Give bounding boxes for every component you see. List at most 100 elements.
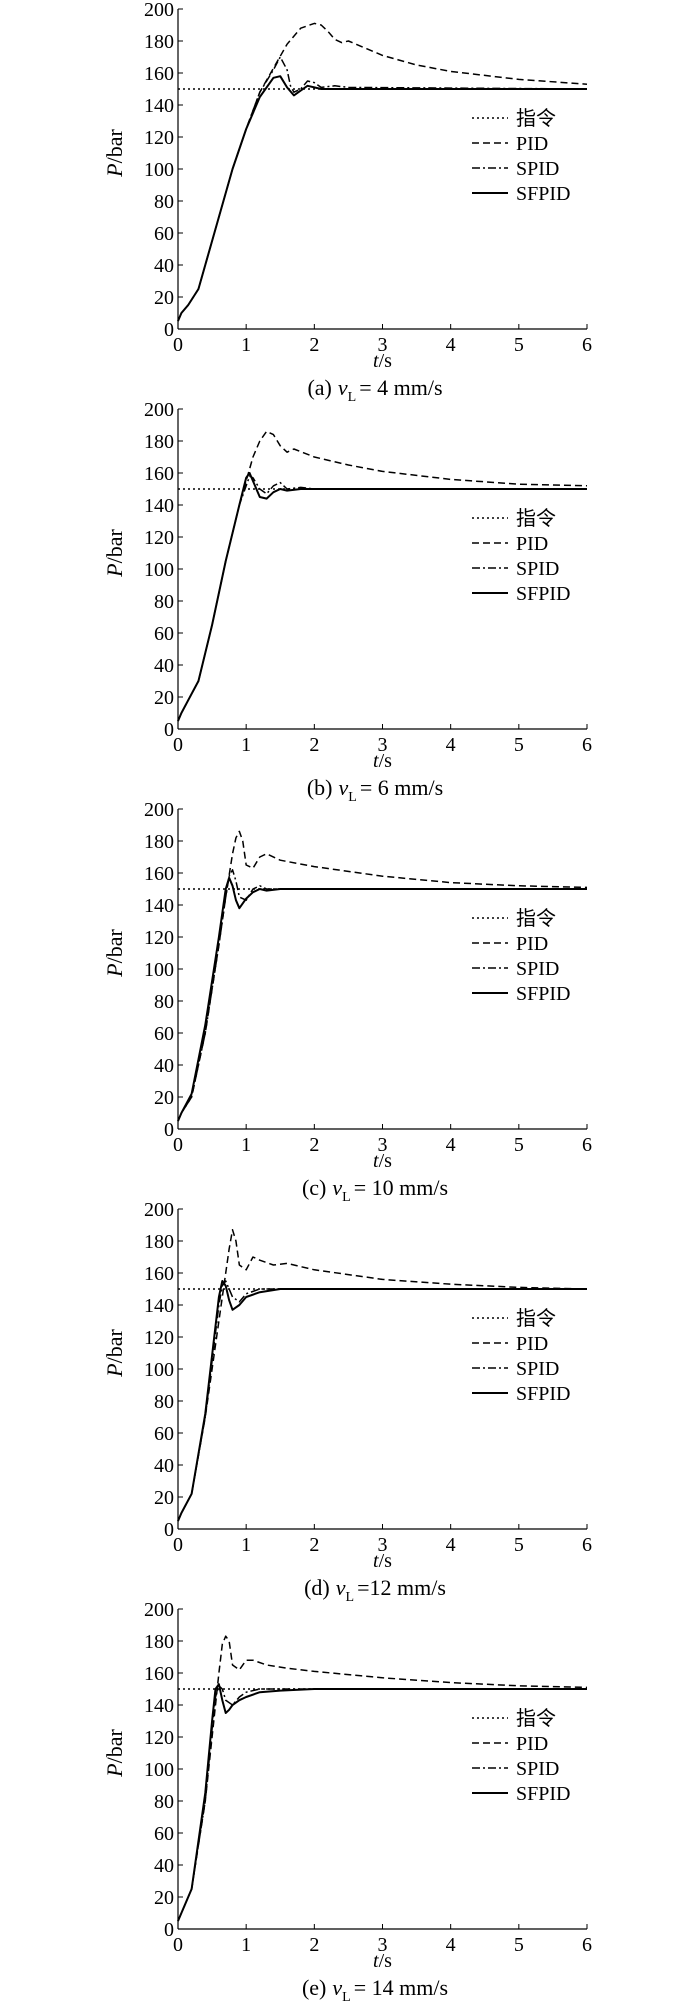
caption-value: = 4 mm/s bbox=[359, 375, 442, 400]
y-tick-label: 80 bbox=[154, 191, 174, 213]
y-tick-label: 60 bbox=[154, 1423, 174, 1445]
y-tick-label: 160 bbox=[144, 63, 174, 85]
x-tick-label: 1 bbox=[241, 734, 251, 756]
legend-label: SPID bbox=[516, 1758, 559, 1780]
x-tick-label: 1 bbox=[241, 1534, 251, 1556]
y-axis-label-var: P bbox=[102, 963, 127, 977]
legend-label: 指令 bbox=[516, 1307, 556, 1330]
y-tick-label: 60 bbox=[154, 223, 174, 245]
series-line-sfpid bbox=[177, 1280, 587, 1522]
y-axis-label-var: P bbox=[102, 1363, 127, 1377]
x-axis-label-unit: /s bbox=[379, 1150, 393, 1172]
y-tick-label: 80 bbox=[154, 1391, 174, 1413]
y-tick-label: 160 bbox=[144, 863, 174, 885]
caption-var: v bbox=[332, 1975, 342, 2000]
chart-panel-a: 0 20 40 60 80 100 120 140 160 180 200 0 1 2 3 4 5 6 t/s P/b… bbox=[102, 0, 592, 405]
caption-value: = 14 mm/s bbox=[354, 1975, 448, 2000]
y-tick-label: 120 bbox=[144, 1327, 174, 1349]
x-axis-label: t/s bbox=[373, 1950, 392, 1972]
x-axis-label-var: t bbox=[373, 1550, 379, 1572]
series-line-sfpid bbox=[177, 75, 587, 322]
y-axis-label-unit: /bar bbox=[102, 1328, 127, 1363]
legend-label: SPID bbox=[516, 1358, 559, 1380]
x-axis-label-unit: /s bbox=[379, 350, 393, 372]
y-tick-label: 80 bbox=[154, 991, 174, 1013]
y-tick-label: 60 bbox=[154, 623, 174, 645]
caption-letter: (c) bbox=[302, 1175, 326, 1200]
legend-label: SPID bbox=[516, 958, 559, 980]
y-tick-label: 120 bbox=[144, 527, 174, 549]
series-line-pid bbox=[177, 22, 588, 322]
y-axis-label: P/bar bbox=[102, 1728, 127, 1777]
legend-label: SFPID bbox=[516, 183, 570, 205]
y-tick-label: 60 bbox=[154, 1823, 174, 1845]
x-tick-label: 0 bbox=[173, 1534, 183, 1556]
y-axis-label-unit: /bar bbox=[102, 928, 127, 963]
x-axis-label: t/s bbox=[373, 1550, 392, 1572]
y-axis-label: P/bar bbox=[102, 928, 127, 977]
caption-subscript: L bbox=[342, 1990, 351, 2005]
x-tick-label: 6 bbox=[582, 734, 592, 756]
x-tick-label: 4 bbox=[446, 1134, 456, 1156]
chart-panel-c: 0 20 40 60 80 100 120 140 160 180 200 0 1 2 3 4 5 6 t/s P/b… bbox=[102, 799, 592, 1205]
y-tick-label: 100 bbox=[144, 1759, 174, 1781]
y-tick-label: 180 bbox=[144, 1231, 174, 1253]
x-tick-label: 5 bbox=[514, 1534, 524, 1556]
chart-panel-d: 0 20 40 60 80 100 120 140 160 180 200 0 1 2 3 4 5 6 t/s P/b… bbox=[102, 1199, 592, 1605]
legend-label: SPID bbox=[516, 558, 559, 580]
y-tick-label: 160 bbox=[144, 463, 174, 485]
y-axis-label-unit: /bar bbox=[102, 128, 127, 163]
x-tick-label: 2 bbox=[309, 1534, 319, 1556]
x-tick-label: 5 bbox=[514, 1934, 524, 1956]
caption-letter: (e) bbox=[302, 1975, 326, 2000]
y-tick-label: 20 bbox=[154, 1887, 174, 1909]
x-axis-label-var: t bbox=[373, 1150, 379, 1172]
panel-caption: (c) vL = 10 mm/s bbox=[302, 1175, 448, 1205]
y-tick-label: 40 bbox=[154, 1855, 174, 1877]
y-tick-label: 200 bbox=[144, 799, 174, 821]
x-tick-label: 6 bbox=[582, 1934, 592, 1956]
x-axis-label-unit: /s bbox=[379, 1550, 393, 1572]
y-tick-label: 0 bbox=[164, 1119, 174, 1141]
series-line-spid bbox=[177, 869, 587, 1122]
y-tick-label: 100 bbox=[144, 559, 174, 581]
x-tick-label: 0 bbox=[173, 1934, 183, 1956]
y-tick-label: 140 bbox=[144, 895, 174, 917]
x-axis-label-unit: /s bbox=[379, 1950, 393, 1972]
y-tick-label: 0 bbox=[164, 319, 174, 341]
y-tick-label: 20 bbox=[154, 1487, 174, 1509]
x-axis-label-var: t bbox=[373, 750, 379, 772]
caption-value: =12 mm/s bbox=[357, 1575, 446, 1600]
legend-label: 指令 bbox=[516, 507, 556, 530]
chart-panel-e: 0 20 40 60 80 100 120 140 160 180 200 0 1 2 3 4 5 6 t/s P/b… bbox=[102, 1599, 592, 2005]
y-tick-label: 0 bbox=[164, 1519, 174, 1541]
x-axis-label: t/s bbox=[373, 350, 392, 372]
caption-subscript: L bbox=[346, 1590, 355, 1605]
caption-letter: (a) bbox=[307, 375, 331, 400]
x-axis-label-var: t bbox=[373, 350, 379, 372]
y-tick-label: 0 bbox=[164, 719, 174, 741]
x-tick-label: 2 bbox=[309, 734, 319, 756]
y-tick-label: 20 bbox=[154, 687, 174, 709]
y-axis-label-var: P bbox=[102, 1763, 127, 1777]
x-tick-label: 4 bbox=[446, 1534, 456, 1556]
series-line-sfpid bbox=[177, 876, 587, 1122]
panel-caption: (d) vL =12 mm/s bbox=[304, 1575, 446, 1605]
legend-label: PID bbox=[516, 533, 548, 555]
y-tick-label: 160 bbox=[144, 1263, 174, 1285]
x-tick-label: 1 bbox=[241, 1134, 251, 1156]
caption-subscript: L bbox=[348, 790, 357, 805]
y-tick-label: 200 bbox=[144, 1199, 174, 1221]
legend-label: SFPID bbox=[516, 1383, 570, 1405]
y-tick-label: 40 bbox=[154, 1455, 174, 1477]
y-tick-label: 80 bbox=[154, 1791, 174, 1813]
series-line-spid bbox=[177, 56, 588, 322]
series-line-sfpid bbox=[177, 1683, 587, 1922]
x-axis-label-unit: /s bbox=[379, 750, 393, 772]
panel-caption: (e) vL = 14 mm/s bbox=[302, 1975, 448, 2005]
x-tick-label: 3 bbox=[378, 1134, 388, 1156]
x-tick-label: 3 bbox=[378, 734, 388, 756]
x-tick-label: 0 bbox=[173, 334, 183, 356]
y-tick-label: 100 bbox=[144, 1359, 174, 1381]
x-tick-label: 4 bbox=[446, 334, 456, 356]
